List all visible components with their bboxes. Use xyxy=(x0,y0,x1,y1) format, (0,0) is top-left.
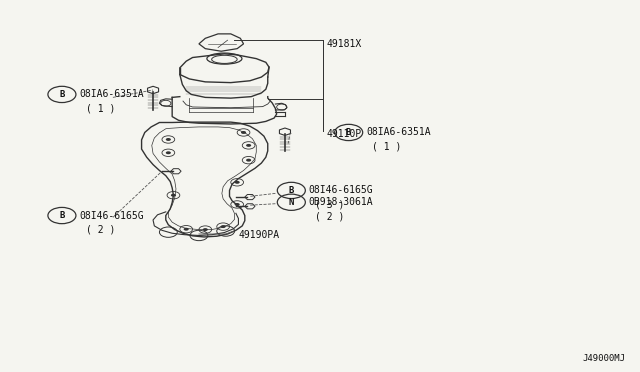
Circle shape xyxy=(235,181,240,184)
Circle shape xyxy=(166,138,171,141)
Circle shape xyxy=(221,225,226,228)
Circle shape xyxy=(166,151,171,154)
Circle shape xyxy=(171,194,176,197)
Circle shape xyxy=(235,203,240,206)
Text: 49110P: 49110P xyxy=(326,129,362,139)
Text: B: B xyxy=(60,211,65,220)
Text: 49190PA: 49190PA xyxy=(239,230,280,240)
Text: 08I46-6165G: 08I46-6165G xyxy=(308,185,373,195)
Text: 0B918-3061A: 0B918-3061A xyxy=(308,197,373,207)
Text: 08I46-6165G: 08I46-6165G xyxy=(79,211,144,221)
Text: ( 2 ): ( 2 ) xyxy=(86,225,115,235)
Text: 08IA6-6351A: 08IA6-6351A xyxy=(366,128,431,138)
Text: 49181X: 49181X xyxy=(326,39,362,49)
Text: J49000MJ: J49000MJ xyxy=(583,354,626,363)
Text: B: B xyxy=(289,186,294,195)
Text: ( 1 ): ( 1 ) xyxy=(372,141,402,151)
Text: N: N xyxy=(289,198,294,207)
Text: 08IA6-6351A: 08IA6-6351A xyxy=(79,89,144,99)
Text: B: B xyxy=(346,128,351,137)
Circle shape xyxy=(241,131,246,134)
Circle shape xyxy=(246,159,251,161)
Text: ( 1 ): ( 1 ) xyxy=(86,103,115,113)
Text: ( 2 ): ( 2 ) xyxy=(315,211,344,221)
Circle shape xyxy=(246,144,251,147)
Text: ( 3 ): ( 3 ) xyxy=(315,199,344,209)
Text: B: B xyxy=(60,90,65,99)
Circle shape xyxy=(203,228,208,231)
Circle shape xyxy=(184,228,189,231)
